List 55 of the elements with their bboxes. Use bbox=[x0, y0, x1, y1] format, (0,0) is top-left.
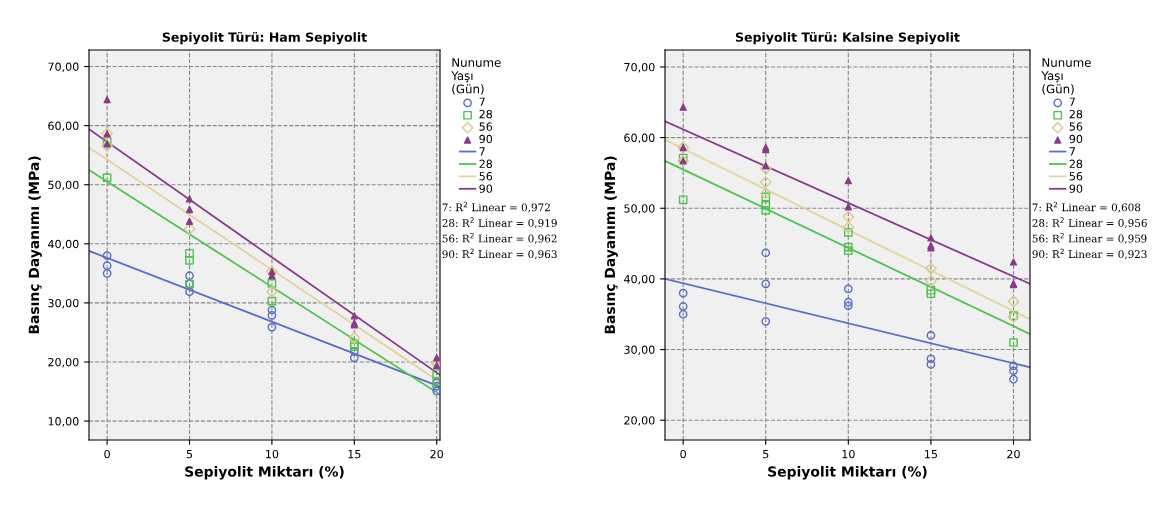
text: 28: R$^{2}$ Linear = 0,956 bbox=[1032, 217, 1147, 229]
legend-label: 56 bbox=[1069, 172, 1083, 181]
x-tick-label: 5 bbox=[763, 450, 769, 459]
y-tick-label: 50,00 bbox=[624, 204, 655, 214]
legend-label: 56 bbox=[1069, 122, 1083, 131]
y-axis-title: Basınç Dayanımı (MPa) bbox=[28, 156, 42, 334]
y-tick-label: 40,00 bbox=[48, 239, 79, 250]
legend-label: 56 bbox=[479, 122, 493, 131]
y-tick-label: 50,00 bbox=[48, 180, 79, 191]
y-tick-label: 20,00 bbox=[48, 357, 79, 368]
legend-label: 28 bbox=[1069, 159, 1083, 169]
legend-label: 7 bbox=[479, 97, 485, 106]
x-tick-label: 0 bbox=[104, 449, 110, 459]
legend-label: 90 bbox=[1069, 184, 1083, 193]
x-tick-label: 10 bbox=[266, 449, 279, 459]
text: 7: R$^{2}$ Linear = 0,608 bbox=[1032, 201, 1141, 213]
x-tick-label: 0 bbox=[680, 449, 686, 459]
legend-label: 90 bbox=[479, 184, 493, 193]
y-axis-title: Basınç Dayanımı (MPa) bbox=[604, 156, 618, 334]
legend-label: 28 bbox=[479, 109, 493, 119]
legend-title: Nunume Yaşı (Gün) bbox=[1041, 58, 1091, 95]
x-axis-title: Sepiyolit Miktarı (%) bbox=[768, 466, 927, 480]
text: 90: R$^{2}$ Linear = 0,923 bbox=[1032, 248, 1147, 260]
legend-label: 28 bbox=[1069, 109, 1083, 119]
legend-label: 90 bbox=[1069, 134, 1083, 144]
x-tick-label: 20 bbox=[1007, 449, 1020, 459]
y-tick-label: 20,00 bbox=[624, 416, 655, 426]
text: 28: R$^{2}$ Linear = 0,919 bbox=[442, 217, 557, 229]
chart-title: Sepiyolit Türü: Ham Sepiyolit bbox=[162, 31, 367, 45]
legend-title: Nunume Yaşı (Gün) bbox=[451, 58, 501, 95]
y-tick-label: 60,00 bbox=[48, 121, 79, 132]
y-tick-label: 30,00 bbox=[624, 345, 655, 356]
legend-label: 28 bbox=[479, 159, 493, 169]
chart-title: Sepiyolit Türü: Kalsine Sepiyolit bbox=[735, 31, 960, 45]
legend-label: 90 bbox=[479, 134, 493, 144]
y-tick-label: 70,00 bbox=[48, 62, 79, 73]
legend-label: 56 bbox=[479, 172, 493, 181]
legend-label: 7 bbox=[479, 147, 485, 156]
y-tick-label: 10,00 bbox=[48, 417, 79, 427]
text: 7: R$^{2}$ Linear = 0,972 bbox=[442, 201, 550, 213]
y-tick-label: 40,00 bbox=[624, 274, 655, 285]
x-tick-label: 15 bbox=[925, 450, 937, 459]
x-tick-label: 10 bbox=[842, 449, 855, 459]
legend-label: 7 bbox=[1069, 97, 1075, 106]
y-tick-label: 60,00 bbox=[624, 133, 655, 144]
text: 56: R$^{2}$ Linear = 0,962 bbox=[442, 232, 557, 244]
y-tick-label: 30,00 bbox=[48, 298, 79, 309]
x-tick-label: 20 bbox=[430, 449, 444, 459]
legend-label: 7 bbox=[1069, 147, 1075, 156]
x-tick-label: 5 bbox=[186, 450, 193, 459]
y-tick-label: 70,00 bbox=[624, 62, 655, 73]
text: 90: R$^{2}$ Linear = 0,963 bbox=[442, 248, 557, 260]
x-tick-label: 15 bbox=[348, 450, 361, 459]
x-axis-title: Sepiyolit Miktarı (%) bbox=[185, 466, 344, 480]
text: 56: R$^{2}$ Linear = 0,959 bbox=[1032, 232, 1147, 244]
